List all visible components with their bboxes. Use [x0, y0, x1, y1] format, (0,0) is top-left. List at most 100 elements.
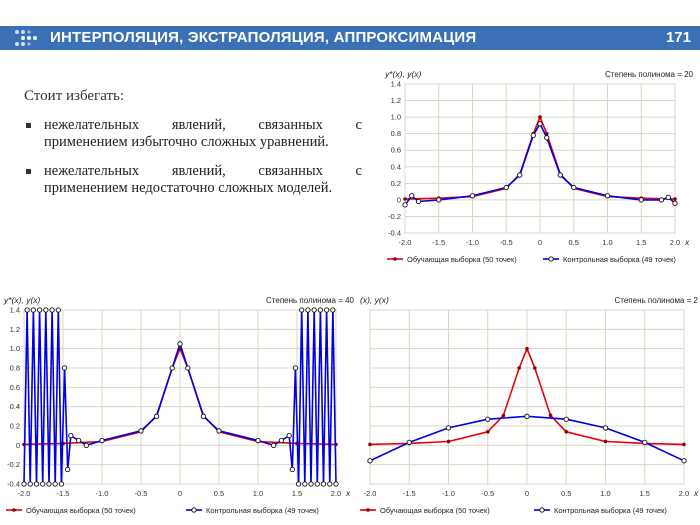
x-tick-label: 2.0: [679, 489, 689, 498]
x-tick-label: -1.5: [403, 489, 416, 498]
x-tick-label: 2.0: [670, 238, 680, 247]
y-tick-label: 0.8: [391, 129, 401, 138]
data-point: [402, 202, 408, 208]
y-tick-label: 0.4: [10, 402, 20, 411]
data-point: [299, 307, 305, 313]
y-tick-label: 1.4: [391, 80, 401, 89]
data-point: [216, 428, 222, 434]
data-point: [255, 437, 261, 444]
x-tick-label: -0.5: [481, 489, 494, 498]
x-tick-label: 1.5: [292, 489, 302, 498]
data-point: [36, 307, 43, 313]
x-tick-label: 0: [538, 238, 542, 247]
y-tick-label: 1.2: [391, 96, 401, 105]
data-point: [530, 132, 536, 138]
data-point: [503, 184, 509, 191]
data-point: [445, 425, 452, 431]
x-tick-label: 0.5: [561, 489, 571, 498]
bullet-text: нежелательных явлений, связанных с приме…: [44, 163, 362, 196]
chart-degree-40: -2.0 -1.5 -1.0 -0.5 0 0.5 1.0 1.5 2.0 -0.4 -0.2 0 0.…: [3, 295, 355, 515]
data-point: [314, 481, 320, 487]
data-point: [278, 437, 285, 444]
x-tick-label: -1.0: [96, 489, 109, 498]
data-point: [571, 184, 577, 191]
x-axis-label: x: [693, 488, 699, 498]
data-point: [544, 135, 550, 141]
x-tick-label: -1.0: [466, 238, 479, 247]
chart-annotation: Степень полинома = 40: [266, 296, 355, 305]
data-point: [320, 481, 327, 487]
legend-marker: [191, 507, 197, 513]
data-point: [83, 442, 90, 448]
data-point: [501, 413, 506, 418]
x-tick-label: 0: [525, 489, 529, 498]
bullet-square-icon: [26, 169, 31, 174]
data-point: [21, 481, 27, 487]
data-point: [43, 307, 49, 313]
data-point: [138, 428, 144, 434]
data-point: [469, 193, 476, 199]
legend-marker: [393, 257, 397, 261]
x-tick-label: 1.5: [636, 238, 646, 247]
data-point: [409, 193, 415, 199]
x-tick-label: -1.0: [442, 489, 455, 498]
data-point: [308, 481, 314, 487]
data-point: [548, 413, 553, 418]
legend-entry: Контрольная выборка (49 точек): [563, 255, 676, 264]
data-point: [604, 193, 611, 199]
data-point: [61, 365, 68, 371]
data-point: [525, 346, 529, 351]
data-point: [40, 481, 46, 487]
y-tick-label: 1.2: [10, 325, 20, 334]
y-tick-label: 0.6: [10, 383, 20, 392]
chart-annotation: Степень полинома = 2: [614, 296, 698, 305]
data-point: [153, 413, 160, 419]
y-tick-label: -0.4: [388, 229, 401, 238]
x-tick-label: 1.0: [253, 489, 263, 498]
x-tick-label: 1.0: [602, 238, 612, 247]
data-point: [330, 307, 336, 313]
y-tick-label: -0.4: [7, 480, 20, 489]
x-tick-label: 2.0: [331, 489, 341, 498]
data-point: [286, 433, 292, 439]
data-point: [436, 197, 442, 203]
legend-marker: [12, 508, 16, 512]
legend-entry: Обучающая выборка (50 точек): [380, 506, 490, 515]
data-point: [672, 200, 678, 206]
y-tick-label: -0.2: [7, 460, 20, 469]
data-point: [177, 341, 183, 347]
data-point: [46, 481, 52, 487]
data-point: [327, 481, 333, 487]
y-axis-label: y*(x), y(x): [384, 69, 422, 79]
y-tick-label: 0.8: [10, 364, 20, 373]
x-tick-label: 0.5: [214, 489, 224, 498]
y-tick-label: 0: [397, 195, 401, 204]
data-point: [52, 481, 58, 487]
x-tick-label: 0.5: [569, 238, 579, 247]
legend-entry: Контрольная выборка (49 точек): [554, 506, 667, 515]
y-tick-label: 1.0: [10, 344, 20, 353]
data-point: [682, 442, 686, 447]
data-point: [517, 172, 523, 178]
data-point: [200, 413, 207, 419]
data-point: [524, 413, 530, 419]
legend-marker: [366, 508, 370, 512]
data-point: [485, 430, 490, 434]
data-point: [99, 437, 105, 444]
data-point: [642, 439, 648, 446]
x-tick-label: -0.5: [500, 238, 513, 247]
x-axis-label: x: [684, 237, 690, 247]
y-tick-label: 1.4: [10, 306, 20, 315]
legend-entry: Обучающая выборка (50 точек): [26, 506, 136, 515]
y-axis-label: (x), y(x): [360, 295, 389, 305]
data-point: [403, 197, 407, 201]
y-tick-label: 0: [16, 441, 20, 450]
data-point: [317, 307, 324, 313]
chart-degree-20: -2.0 -1.5 -1.0 -0.5 0 0.5 1.0 1.5 2.0 -0.4 -0.2 0 0.…: [384, 69, 694, 264]
data-point: [311, 307, 317, 313]
bullet-item: нежелательных явлений, связанных с приме…: [24, 163, 362, 197]
data-point: [55, 307, 61, 313]
data-point: [367, 458, 373, 464]
y-tick-label: 1.0: [391, 113, 401, 122]
bullet-item: нежелательных явлений, связанных с приме…: [24, 117, 362, 151]
